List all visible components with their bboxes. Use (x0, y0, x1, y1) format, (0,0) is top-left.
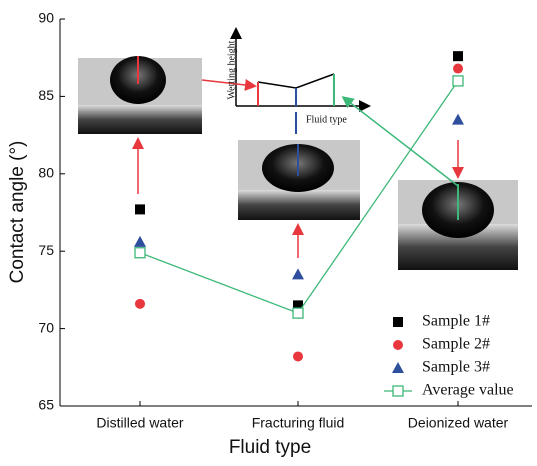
y-tick-label: 85 (38, 87, 54, 103)
y-tick-label: 70 (38, 319, 54, 335)
annotation: Wetting height (226, 40, 237, 99)
droplet-photo (78, 56, 202, 134)
point (135, 204, 145, 215)
point (452, 113, 464, 125)
point (293, 300, 303, 311)
legend-label: Sample 1# (422, 313, 490, 330)
y-tick-label: 75 (38, 242, 54, 258)
legend-marker (393, 317, 403, 327)
legend-marker (393, 340, 403, 350)
droplet-photo (238, 140, 360, 220)
x-tick-label: Fracturing fluid (252, 415, 345, 431)
point (134, 247, 146, 259)
point (134, 235, 146, 247)
point (135, 298, 145, 309)
x-tick-label: Deionized water (408, 415, 509, 431)
legend-label: Average value (422, 382, 514, 399)
y-axis-title: Contact angle (°) (7, 141, 28, 284)
point (453, 63, 463, 74)
x-tick-label: Distilled water (96, 415, 183, 431)
point (292, 268, 304, 280)
point (453, 51, 463, 62)
y-tick-label: 65 (38, 397, 54, 413)
legend-label: Sample 3# (422, 359, 490, 376)
legend-marker (392, 362, 404, 373)
droplet-photo (398, 180, 518, 270)
x-axis-title: Fluid type (229, 437, 311, 458)
point (293, 351, 303, 362)
y-tick-label: 90 (38, 10, 54, 26)
legend-marker (392, 385, 404, 397)
y-tick-label: 80 (38, 165, 54, 181)
legend-label: Sample 2# (422, 336, 490, 353)
annotation: Fluid type (306, 114, 347, 125)
point (452, 75, 464, 87)
point (292, 307, 304, 319)
schematic (132, 27, 464, 258)
